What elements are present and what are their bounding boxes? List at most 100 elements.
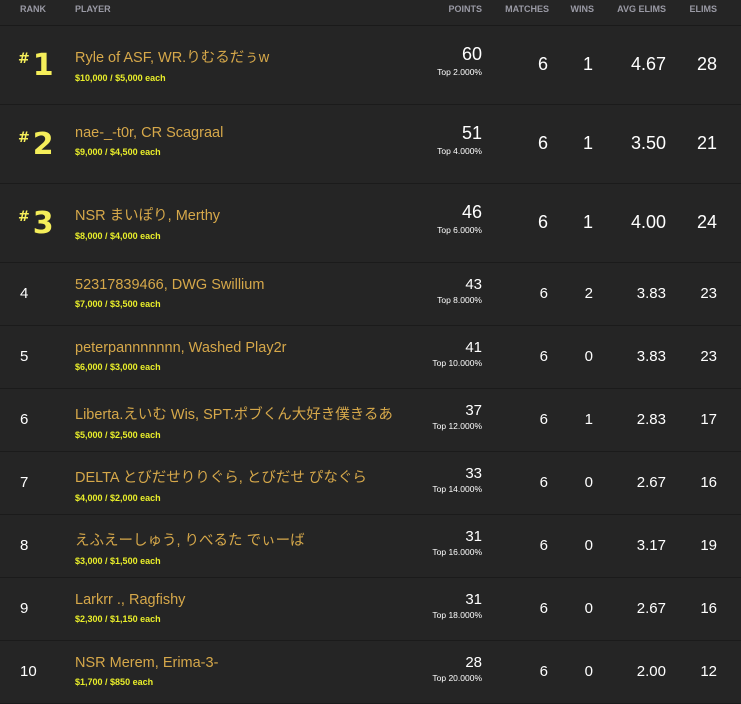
- wins: 0: [584, 348, 593, 365]
- avg-elims: 4.00: [630, 212, 666, 232]
- prize-total: $6,000: [75, 362, 103, 372]
- wins: 0: [584, 537, 593, 554]
- header-elims: ELIMS: [689, 4, 717, 14]
- rank: #3: [18, 206, 54, 241]
- prize-each: / $5,000 each: [110, 73, 166, 83]
- avg-elims: 3.83: [636, 348, 666, 365]
- player-cell: nae-_-t0r, CR Scagraal $9,000 / $4,500 ea…: [75, 125, 223, 157]
- avg-elims: 4.67: [630, 54, 666, 74]
- table-row[interactable]: #1 Ryle of ASF, WR.りむるだぅw $10,000 / $5,000…: [0, 26, 741, 105]
- player-names[interactable]: nae-_-t0r, CR Scagraal: [75, 125, 224, 141]
- points: 31: [465, 591, 482, 608]
- avg-elims: 3.83: [636, 285, 666, 302]
- table-row[interactable]: #2 nae-_-t0r, CR Scagraal $9,000 / $4,500 …: [0, 105, 741, 184]
- prize-each: / $3,500 each: [105, 299, 161, 309]
- matches: 6: [539, 348, 548, 365]
- matches: 6: [537, 54, 548, 74]
- player-names[interactable]: NSR Merem, Erima-3-: [75, 655, 219, 671]
- table-row[interactable]: 5 peterpannnnnnn, Washed Play2r $6,000 / $…: [0, 326, 741, 389]
- elims: 19: [700, 537, 717, 554]
- player-names[interactable]: Liberta.えいむ Wis, SPT.ポブくん大好き僕きるあ: [75, 407, 393, 423]
- points-cell: 37 Top 12.000%: [432, 402, 482, 431]
- player-names[interactable]: peterpannnnnnn, Washed Play2r: [75, 340, 287, 356]
- percentile: Top 16.000%: [432, 547, 482, 557]
- table-row[interactable]: 6 Liberta.えいむ Wis, SPT.ポブくん大好き僕きるあ $5,000 …: [0, 389, 741, 452]
- player-names[interactable]: Larkrr ., Ragfishy: [75, 592, 186, 608]
- table-row[interactable]: 7 DELTA とびだせりりぐら, とびだせ ぴなぐら $4,000 / $2,00…: [0, 452, 741, 515]
- elims: 17: [700, 411, 717, 428]
- points: 31: [465, 528, 482, 545]
- points-cell: 33 Top 14.000%: [432, 465, 482, 494]
- rank: 10: [20, 663, 37, 680]
- points: 51: [461, 123, 482, 143]
- points: 43: [465, 276, 482, 293]
- prize-each: / $1,150 each: [105, 614, 161, 624]
- header-points: POINTS: [448, 4, 482, 14]
- percentile: Top 8.000%: [437, 295, 482, 305]
- player-cell: Liberta.えいむ Wis, SPT.ポブくん大好き僕きるあ $5,000 /…: [75, 403, 393, 440]
- table-row[interactable]: #3 NSR まいぽり, Merthy $8,000 / $4,000 each 46…: [0, 184, 741, 263]
- prize: $1,700 / $850 each: [75, 677, 218, 687]
- player-cell: えふえーしゅう, りべるた でぃーば $3,000 / $1,500 each: [75, 529, 305, 566]
- prize: $9,000 / $4,500 each: [75, 147, 223, 157]
- table-row[interactable]: 10 NSR Merem, Erima-3- $1,700 / $850 each 2…: [0, 641, 741, 704]
- player-names[interactable]: NSR まいぽり, Merthy: [75, 208, 221, 224]
- player-names[interactable]: DELTA とびだせりりぐら, とびだせ ぴなぐら: [75, 470, 367, 486]
- wins: 0: [584, 600, 593, 617]
- avg-elims: 2.00: [636, 663, 666, 680]
- points-cell: 43 Top 8.000%: [437, 276, 482, 305]
- prize-total: $8,000: [75, 231, 103, 241]
- matches: 6: [537, 212, 548, 232]
- rank-number: 4: [20, 285, 29, 302]
- points-cell: 28 Top 20.000%: [432, 654, 482, 683]
- points: 41: [465, 339, 482, 356]
- points-cell: 31 Top 16.000%: [432, 528, 482, 557]
- leaderboard-rows: #1 Ryle of ASF, WR.りむるだぅw $10,000 / $5,000…: [0, 26, 741, 704]
- percentile: Top 4.000%: [437, 146, 482, 156]
- matches: 6: [539, 411, 548, 428]
- wins: 0: [584, 474, 593, 491]
- prize: $3,000 / $1,500 each: [75, 556, 305, 566]
- player-names[interactable]: Ryle of ASF, WR.りむるだぅw: [75, 50, 270, 66]
- prize-total: $2,300: [75, 614, 103, 624]
- table-row[interactable]: 4 52317839466, DWG Swillium $7,000 / $3,50…: [0, 263, 741, 326]
- avg-elims: 2.83: [636, 411, 666, 428]
- prize-each: / $2,500 each: [105, 430, 161, 440]
- player-cell: Larkrr ., Ragfishy $2,300 / $1,150 each: [75, 592, 185, 624]
- avg-elims: 2.67: [636, 600, 666, 617]
- rank: 7: [20, 474, 28, 491]
- table-row[interactable]: 8 えふえーしゅう, りべるた でぃーば $3,000 / $1,500 each 3…: [0, 515, 741, 578]
- rank-hash-icon: #: [18, 130, 30, 146]
- player-cell: peterpannnnnnn, Washed Play2r $6,000 / $3…: [75, 340, 286, 372]
- points: 46: [461, 202, 482, 222]
- prize: $6,000 / $3,000 each: [75, 362, 286, 372]
- player-cell: 52317839466, DWG Swillium $7,000 / $3,500…: [75, 277, 264, 309]
- elims: 12: [700, 663, 717, 680]
- wins: 2: [584, 285, 593, 302]
- prize-total: $10,000: [75, 73, 108, 83]
- player-cell: NSR Merem, Erima-3- $1,700 / $850 each: [75, 655, 218, 687]
- player-names[interactable]: 52317839466, DWG Swillium: [75, 277, 265, 293]
- percentile: Top 10.000%: [432, 358, 482, 368]
- percentile: Top 20.000%: [432, 673, 482, 683]
- wins: 0: [584, 663, 593, 680]
- rank-number: 2: [32, 127, 54, 162]
- player-cell: DELTA とびだせりりぐら, とびだせ ぴなぐら $4,000 / $2,000…: [75, 466, 367, 503]
- elims: 16: [700, 600, 717, 617]
- player-names[interactable]: えふえーしゅう, りべるた でぃーば: [75, 533, 305, 549]
- prize: $2,300 / $1,150 each: [75, 614, 185, 624]
- prize-each: / $850 each: [105, 677, 154, 687]
- rank-number: 7: [20, 474, 29, 491]
- prize-each: / $3,000 each: [105, 362, 161, 372]
- elims: 23: [700, 348, 717, 365]
- points-cell: 46 Top 6.000%: [437, 202, 482, 235]
- table-row[interactable]: 9 Larkrr ., Ragfishy $2,300 / $1,150 each 3…: [0, 578, 741, 641]
- points: 33: [465, 465, 482, 482]
- prize-each: / $1,500 each: [105, 556, 161, 566]
- rank-number: 10: [20, 663, 37, 680]
- points-cell: 41 Top 10.000%: [432, 339, 482, 368]
- points-cell: 51 Top 4.000%: [437, 123, 482, 156]
- prize: $8,000 / $4,000 each: [75, 231, 220, 241]
- wins: 1: [582, 54, 593, 74]
- table-header: RANK PLAYER POINTS MATCHES WINS AVG ELIM…: [0, 0, 741, 26]
